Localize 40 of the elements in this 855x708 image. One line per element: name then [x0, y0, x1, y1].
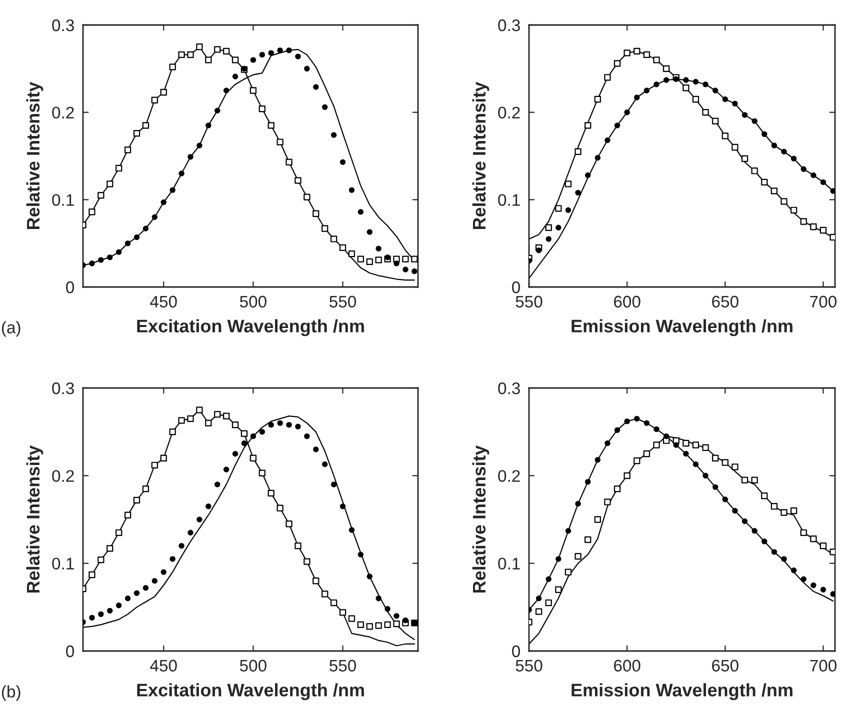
- x-tick-label: 700: [810, 296, 836, 308]
- x-tick-label: 550: [330, 660, 356, 672]
- x-tick-label: 550: [330, 296, 356, 308]
- x-tick-label: 450: [150, 296, 177, 308]
- y-tick-label: 0.1: [52, 558, 74, 570]
- x-axis-title: Emission Wavelength /nm: [572, 319, 792, 336]
- x-axis-title: Excitation Wavelength /nm: [137, 319, 364, 336]
- y-tick-label: 0.3: [498, 19, 520, 32]
- y-tick-label: 0: [66, 281, 74, 294]
- y-tick-label: 0: [66, 645, 74, 658]
- x-tick-label: 650: [712, 660, 738, 672]
- y-tick-label: 0.2: [498, 106, 520, 119]
- x-tick-label: 550: [516, 296, 542, 308]
- y-tick-label: 0: [512, 645, 520, 658]
- x-axis-title: Emission Wavelength /nm: [572, 683, 792, 700]
- y-axis-title: Relative Intensity: [26, 445, 44, 593]
- x-tick-label: 600: [614, 660, 640, 672]
- y-tick-label: 0.1: [498, 558, 520, 570]
- y-tick-label: 0.2: [498, 470, 520, 482]
- y-axis-title: Relative Intensity: [472, 82, 490, 230]
- y-axis-title: Relative Intensity: [472, 445, 490, 593]
- x-tick-label: 450: [150, 660, 177, 672]
- text: (a): [2, 321, 20, 337]
- x-tick-label: 600: [614, 296, 640, 308]
- y-tick-label: 0.3: [498, 382, 520, 394]
- text: (b): [2, 685, 20, 701]
- y-tick-label: 0.3: [52, 382, 74, 394]
- y-tick-label: 0.2: [52, 470, 74, 482]
- y-tick-label: 0.2: [52, 106, 74, 119]
- y-tick-label: 0: [512, 281, 520, 294]
- x-tick-label: 700: [810, 660, 836, 672]
- y-tick-label: 0.1: [52, 194, 74, 206]
- x-tick-label: 550: [516, 660, 542, 672]
- y-axis-title: Relative Intensity: [26, 82, 44, 230]
- x-tick-label: 500: [240, 660, 266, 672]
- y-tick-label: 0.1: [498, 194, 520, 206]
- x-axis-title: Excitation Wavelength /nm: [137, 683, 364, 700]
- y-tick-label: 0.3: [52, 19, 74, 32]
- x-tick-label: 500: [240, 296, 266, 308]
- x-tick-label: 650: [712, 296, 738, 308]
